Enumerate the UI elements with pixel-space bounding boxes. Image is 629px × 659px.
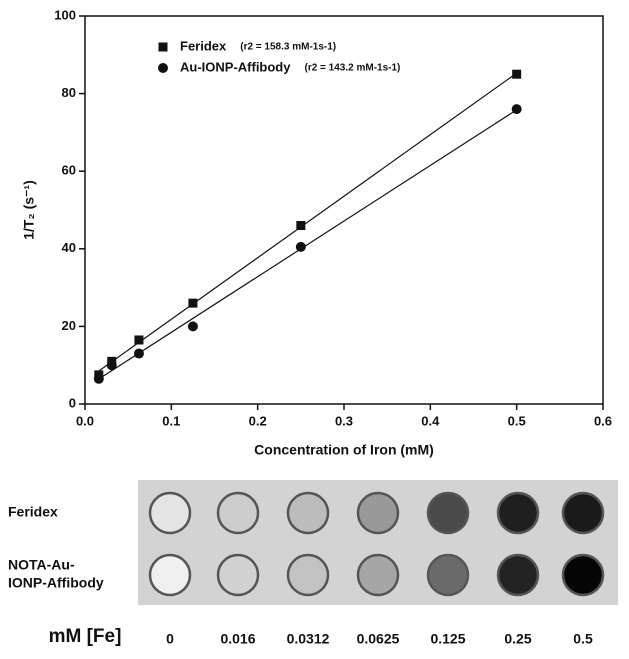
point xyxy=(188,298,198,308)
y-tick-label: 60 xyxy=(62,163,76,178)
point xyxy=(512,69,522,79)
concentration-label: 0.125 xyxy=(430,631,465,647)
phantom-well xyxy=(216,491,260,535)
phantom-well xyxy=(426,491,470,535)
legend-note: (r2 = 143.2 mM-1s-1) xyxy=(304,63,400,74)
x-axis-label: Concentration of Iron (mM) xyxy=(254,442,434,458)
phantom-well xyxy=(496,553,540,597)
phantom-well xyxy=(356,553,400,597)
phantom-well xyxy=(286,553,330,597)
plot-frame xyxy=(84,15,604,405)
y-tick-label: 40 xyxy=(62,240,76,255)
fit-line xyxy=(98,72,518,372)
phantom-well xyxy=(426,553,470,597)
row-label: Feridex xyxy=(8,504,58,520)
concentration-label: 0.5 xyxy=(573,631,593,647)
point xyxy=(511,104,522,115)
x-tick-label: 0.5 xyxy=(508,413,526,428)
concentration-label: 0 xyxy=(166,631,174,647)
point xyxy=(134,335,144,345)
phantom-well xyxy=(496,491,540,535)
legend-marker xyxy=(158,63,168,73)
phantom-well xyxy=(148,491,192,535)
phantom-well xyxy=(148,553,192,597)
phantom-well xyxy=(216,553,260,597)
concentration-label: 0.016 xyxy=(220,631,255,647)
point xyxy=(106,360,117,371)
x-tick-label: 0.1 xyxy=(162,413,180,428)
phantom-well xyxy=(561,491,605,535)
y-tick-label: 80 xyxy=(62,85,76,100)
x-tick-label: 0.0 xyxy=(76,413,94,428)
x-tick-label: 0.4 xyxy=(421,413,440,428)
phantom-well xyxy=(561,553,605,597)
concentration-label: 0.0625 xyxy=(357,631,400,647)
legend-marker xyxy=(158,42,168,52)
fit-line xyxy=(98,109,517,380)
point xyxy=(296,221,306,231)
x-tick-label: 0.2 xyxy=(249,413,267,428)
point xyxy=(187,321,198,332)
y-tick-label: 0 xyxy=(69,395,76,410)
point xyxy=(295,241,306,252)
legend-note: (r2 = 158.3 mM-1s-1) xyxy=(240,42,336,53)
phantom-axis-label: mM [Fe] xyxy=(49,626,122,647)
row-label: IONP-Affibody xyxy=(8,575,104,591)
x-tick-label: 0.6 xyxy=(594,413,612,428)
row-label: NOTA-Au- xyxy=(8,557,75,573)
legend-label: Au-IONP-Affibody xyxy=(180,59,291,74)
legend-label: Feridex xyxy=(180,38,227,53)
concentration-label: 0.0312 xyxy=(287,631,330,647)
x-tick-label: 0.3 xyxy=(335,413,353,428)
y-tick-label: 100 xyxy=(54,7,76,22)
y-tick-label: 20 xyxy=(62,318,76,333)
point xyxy=(133,348,144,359)
phantom-well xyxy=(356,491,400,535)
phantom-well xyxy=(286,491,330,535)
y-axis-label: 1/T₂ (s⁻¹) xyxy=(21,180,37,240)
concentration-label: 0.25 xyxy=(504,631,531,647)
point xyxy=(93,373,104,384)
